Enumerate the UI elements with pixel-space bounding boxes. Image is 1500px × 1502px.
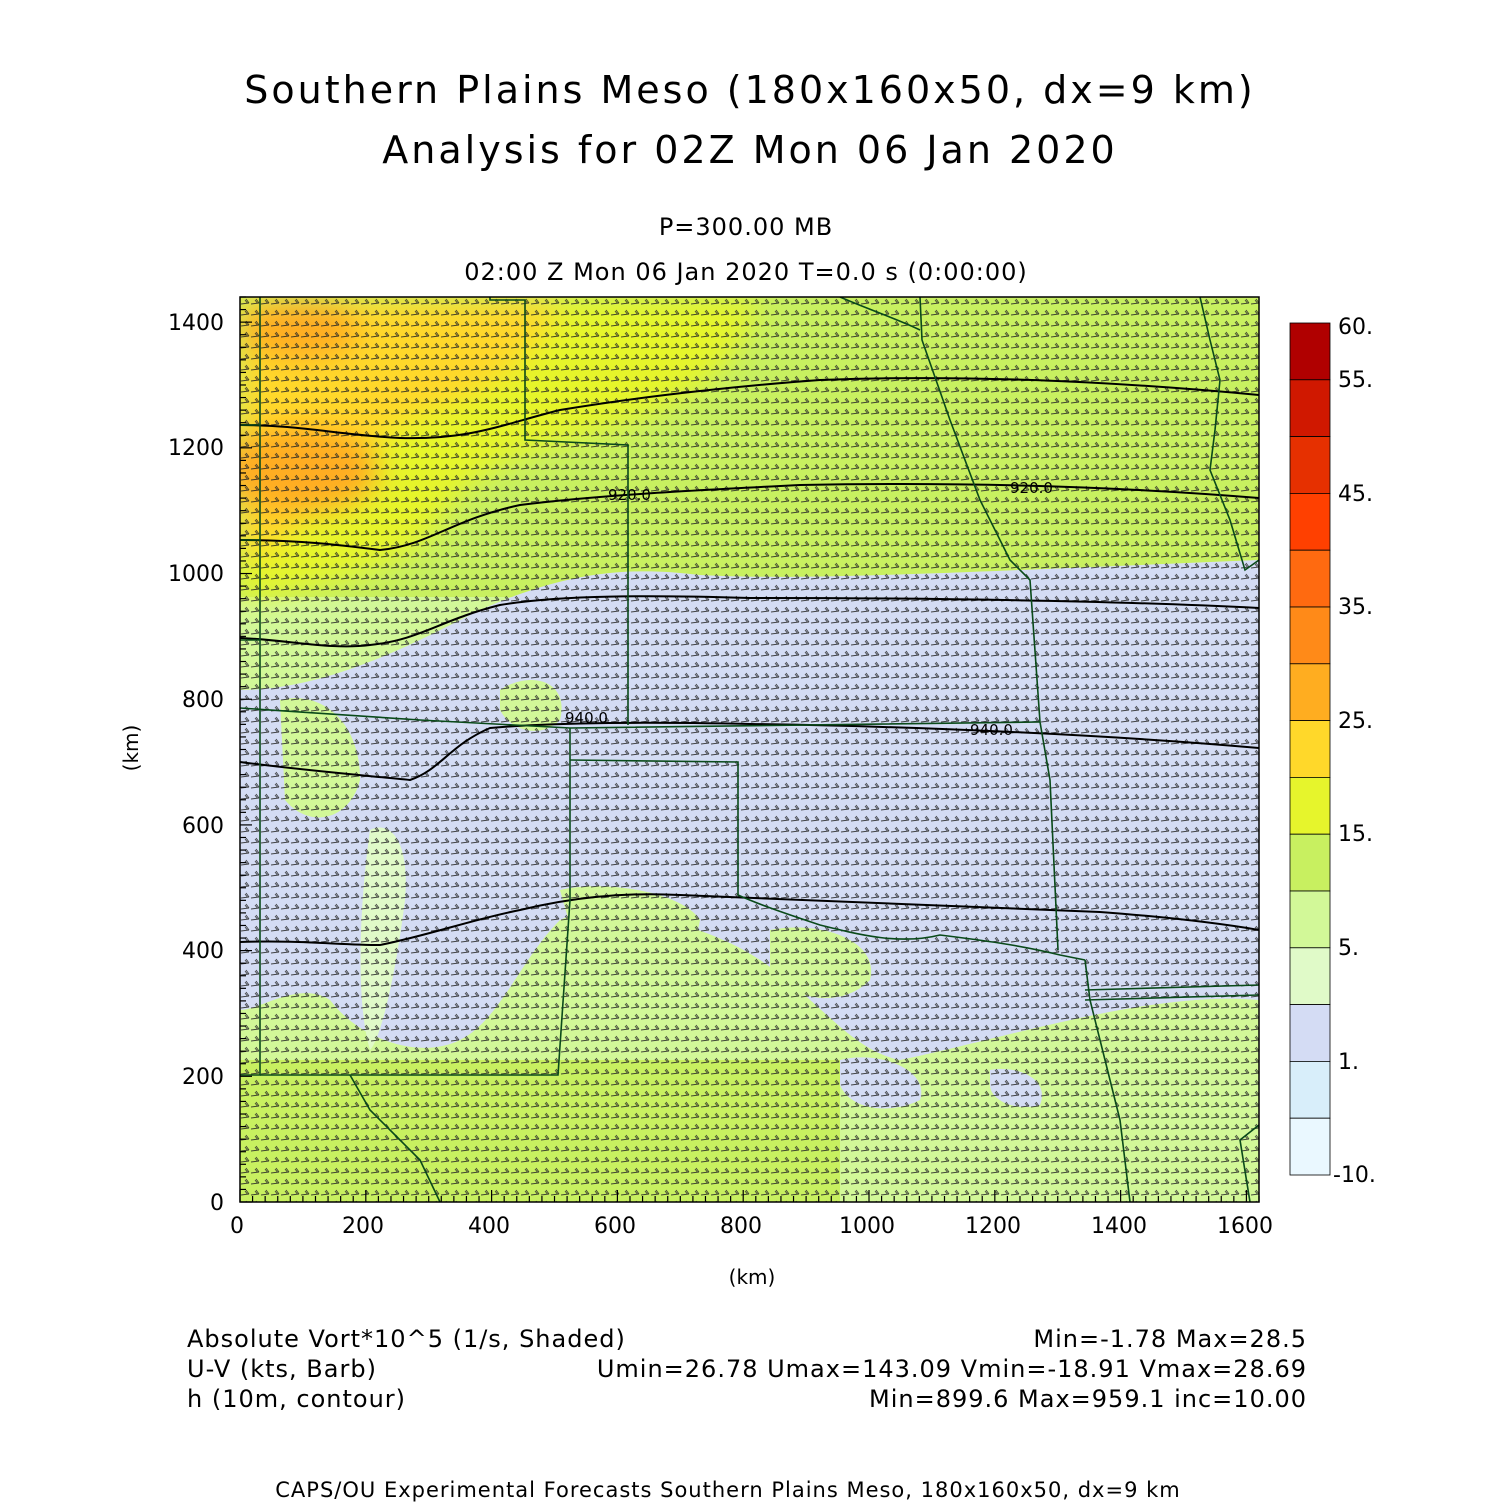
valid-time: 02:00 Z Mon 06 Jan 2020 T=0.0 s (0:00:00… <box>464 258 1028 286</box>
y-tick-label: 200 <box>182 1065 224 1090</box>
x-tick-label: 400 <box>468 1214 510 1239</box>
colorbar-segment <box>1289 606 1331 665</box>
colorbar-segment <box>1289 947 1331 1005</box>
colorbar-segment <box>1289 663 1331 721</box>
pressure-level: P=300.00 MB <box>658 213 834 241</box>
colorbar <box>1289 322 1331 1176</box>
legend-field2-stats: Umin=26.78 Umax=143.09 Vmin=-18.91 Vmax=… <box>596 1355 1307 1383</box>
y-tick-label: 800 <box>182 688 224 713</box>
legend-field3-stats: Min=899.6 Max=959.1 inc=10.00 <box>869 1385 1307 1413</box>
height-contours <box>240 377 1259 947</box>
contour-label: 940.0 <box>565 709 608 727</box>
colorbar-segment <box>1289 1117 1331 1176</box>
x-tick-label: 600 <box>594 1214 636 1239</box>
colorbar-label: 15. <box>1338 822 1373 847</box>
x-axis-label: (km) <box>729 1265 776 1289</box>
y-tick-label: 600 <box>182 814 224 839</box>
legend-field2: U-V (kts, Barb) <box>187 1355 377 1383</box>
plot-title: Southern Plains Meso (180x160x50, dx=9 k… <box>244 68 1256 112</box>
colorbar-segment <box>1289 1004 1331 1062</box>
legend-field3: h (10m, contour) <box>187 1385 407 1413</box>
vorticity-shading <box>240 297 1259 1202</box>
x-tick-label: 0 <box>230 1214 244 1239</box>
x-tick-label: 800 <box>720 1214 762 1239</box>
x-tick-label: 1000 <box>839 1214 895 1239</box>
y-axis-label: (km) <box>119 725 143 772</box>
colorbar-segment <box>1289 777 1331 835</box>
colorbar-label: 5. <box>1338 936 1359 961</box>
credit-line: CAPS/OU Experimental Forecasts Southern … <box>275 1478 1181 1502</box>
colorbar-segment <box>1289 1061 1331 1119</box>
contour-label: 940.0 <box>970 721 1013 739</box>
legend-field1: Absolute Vort*10^5 (1/s, Shaded) <box>187 1325 626 1353</box>
plot-subtitle: Analysis for 02Z Mon 06 Jan 2020 <box>382 128 1118 172</box>
colorbar-segment <box>1289 890 1331 949</box>
x-tick-label: 200 <box>342 1214 384 1239</box>
colorbar-segment <box>1289 492 1331 551</box>
y-tick-label: 400 <box>182 939 224 964</box>
contour-label: 920.0 <box>1010 479 1053 497</box>
colorbar-segment <box>1289 322 1331 381</box>
x-tick-label: 1400 <box>1091 1214 1147 1239</box>
colorbar-segment <box>1289 379 1331 437</box>
y-tick-label: 1400 <box>168 311 224 336</box>
x-tick-label: 1600 <box>1217 1214 1273 1239</box>
axis-ticks <box>239 296 1260 1203</box>
colorbar-label: 55. <box>1338 368 1373 393</box>
contour-label: 920.0 <box>608 486 651 504</box>
legend-field1-stats: Min=-1.78 Max=28.5 <box>1033 1325 1307 1353</box>
colorbar-segment <box>1289 436 1331 494</box>
y-tick-label: 0 <box>210 1191 224 1216</box>
colorbar-label: 25. <box>1338 709 1373 734</box>
colorbar-label: 45. <box>1338 482 1373 507</box>
x-tick-label: 1200 <box>965 1214 1021 1239</box>
colorbar-segment <box>1289 549 1331 608</box>
colorbar-segment <box>1289 720 1331 778</box>
colorbar-label: 35. <box>1338 595 1373 620</box>
colorbar-segment <box>1289 833 1331 892</box>
colorbar-label: -10. <box>1333 1163 1376 1188</box>
colorbar-label: 60. <box>1338 315 1373 340</box>
y-tick-label: 1000 <box>168 562 224 587</box>
state-boundaries <box>240 297 1259 1202</box>
colorbar-label: 1. <box>1338 1050 1359 1075</box>
y-tick-label: 1200 <box>168 436 224 461</box>
